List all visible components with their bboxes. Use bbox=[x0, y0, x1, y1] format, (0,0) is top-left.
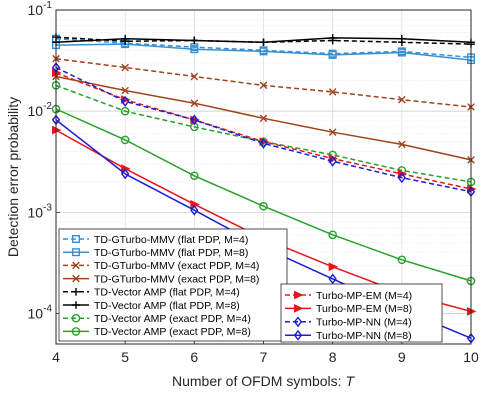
legend-left-label-1: TD-GTurbo-MMV (flat PDP, M=8) bbox=[94, 247, 248, 259]
legend-right-marker-1 bbox=[294, 304, 304, 313]
series-2-point-2 bbox=[190, 72, 199, 81]
series-3-point-2 bbox=[190, 99, 199, 107]
series-7-line bbox=[55, 108, 472, 282]
legend-left-marker-6 bbox=[71, 313, 81, 323]
series-7 bbox=[51, 104, 476, 286]
legend-left-item-0: TD-GTurbo-MMV (flat PDP, M=4) bbox=[63, 234, 248, 246]
series-11-point-2 bbox=[190, 204, 199, 216]
legend-left-label-0: TD-GTurbo-MMV (flat PDP, M=4) bbox=[94, 234, 248, 246]
legend-left-marker-0 bbox=[71, 234, 80, 243]
legend-left-item-1: TD-GTurbo-MMV (flat PDP, M=8) bbox=[63, 247, 248, 259]
legend-left-item-5: TD-Vector AMP (flat PDP, M=8) bbox=[63, 300, 240, 312]
legend-right-box bbox=[280, 283, 443, 343]
series-10-point-4 bbox=[328, 155, 337, 167]
legend-right-item-2: Turbo-MP-NN (M=4) bbox=[285, 316, 412, 329]
series-3 bbox=[52, 72, 475, 164]
x-tick-label-1: 5 bbox=[121, 349, 129, 365]
x-tick-label-3: 7 bbox=[260, 349, 268, 365]
y-tick-label-1: 10-3 bbox=[28, 202, 53, 220]
x-tick-label-4: 8 bbox=[329, 349, 337, 365]
legend-left-marker-7 bbox=[71, 327, 81, 336]
legend-right-item-0: Turbo-MP-EM (M=4) bbox=[285, 290, 412, 302]
series-1-point-5 bbox=[397, 48, 406, 57]
legend-left-label-4: TD-Vector AMP (flat PDP, M=4) bbox=[94, 287, 240, 299]
x-tick-labels: 4 5 6 7 8 9 10 bbox=[52, 340, 479, 365]
x-tick-label-6: 10 bbox=[463, 349, 479, 365]
legend-left-label-5: TD-Vector AMP (flat PDP, M=8) bbox=[94, 300, 240, 312]
legend-left-box bbox=[58, 228, 288, 342]
legend-left-marker-5 bbox=[72, 301, 80, 309]
legend-right-item-3: Turbo-MP-NN (M=8) bbox=[285, 329, 412, 342]
legend-left-label-6: TD-Vector AMP (exact PDP, M=4) bbox=[94, 313, 251, 325]
x-tick-label-5: 9 bbox=[398, 349, 406, 365]
series-5 bbox=[52, 34, 475, 47]
legend-left-marker-1 bbox=[71, 248, 80, 257]
legend-right-label-3: Turbo-MP-NN (M=8) bbox=[316, 330, 412, 342]
series-3-point-5 bbox=[398, 140, 406, 149]
series-10-point-2 bbox=[190, 114, 199, 126]
series-7-point-2 bbox=[190, 171, 199, 181]
legend-right-label-2: Turbo-MP-NN (M=4) bbox=[316, 317, 412, 329]
x-tick-label-2: 6 bbox=[190, 349, 198, 365]
legend-left-label-2: TD-GTurbo-MMV (exact PDP, M=4) bbox=[94, 260, 259, 272]
series-7-point-1 bbox=[120, 135, 130, 145]
legend-left-item-7: TD-Vector AMP (exact PDP, M=8) bbox=[63, 326, 251, 338]
legend-right-label-0: Turbo-MP-EM (M=4) bbox=[316, 290, 412, 302]
series-10-point-1 bbox=[120, 95, 130, 107]
series-9-point-4 bbox=[328, 262, 339, 272]
x-tick-label-0: 4 bbox=[52, 349, 60, 365]
series-11-point-4 bbox=[328, 273, 337, 285]
series-0-line bbox=[55, 37, 472, 59]
series-6-point-1 bbox=[120, 106, 130, 116]
legend-left: TD-GTurbo-MMV (flat PDP, M=4)TD-GTurbo-M… bbox=[58, 228, 288, 342]
series-7-point-3 bbox=[259, 201, 268, 211]
series-6-line bbox=[55, 84, 472, 183]
series-10-line bbox=[55, 66, 472, 193]
legend-left-label-7: TD-Vector AMP (exact PDP, M=8) bbox=[94, 326, 251, 338]
series-1-point-2 bbox=[190, 45, 199, 54]
series-2-point-3 bbox=[259, 81, 268, 90]
legend-right-marker-2 bbox=[293, 316, 303, 328]
legend-left-marker-4 bbox=[72, 288, 80, 296]
legend-left-item-4: TD-Vector AMP (flat PDP, M=4) bbox=[63, 287, 240, 299]
series-2-point-4 bbox=[328, 88, 337, 96]
y-tick-label-3: 10-1 bbox=[28, 0, 53, 18]
legend-left-label-3: TD-GTurbo-MMV (exact PDP, M=8) bbox=[94, 273, 259, 285]
series-2-point-1 bbox=[121, 63, 129, 72]
series-5-point-4 bbox=[328, 34, 337, 42]
series-3-point-1 bbox=[121, 86, 129, 95]
legend-left-item-6: TD-Vector AMP (exact PDP, M=4) bbox=[63, 313, 251, 325]
series-5-point-2 bbox=[190, 36, 199, 45]
y-tick-label-2: 10-2 bbox=[28, 101, 53, 119]
series-3-point-4 bbox=[328, 128, 337, 136]
legend-right-marker-3 bbox=[293, 329, 303, 341]
legend-left-item-3: TD-GTurbo-MMV (exact PDP, M=8) bbox=[63, 273, 259, 285]
legend-left-marker-3 bbox=[72, 274, 80, 283]
legend-right: Turbo-MP-EM (M=4)Turbo-MP-EM (M=8) Turbo-… bbox=[280, 283, 443, 343]
series-5-point-1 bbox=[121, 34, 129, 43]
series-10-point-3 bbox=[259, 137, 268, 149]
series-11-point-1 bbox=[120, 168, 130, 180]
y-tick-label-0: 10-4 bbox=[28, 304, 53, 322]
x-axis-label: Number of OFDM symbols: T bbox=[172, 373, 355, 389]
series-5-point-5 bbox=[398, 34, 406, 43]
series-1-point-4 bbox=[328, 50, 337, 59]
series-7-point-4 bbox=[328, 230, 337, 240]
legend-right-label-1: Turbo-MP-EM (M=8) bbox=[316, 303, 412, 315]
series-10-point-5 bbox=[397, 172, 407, 184]
legend-right-marker-0 bbox=[294, 290, 304, 300]
y-axis-label: Detection error probability bbox=[5, 97, 21, 257]
series-2-point-5 bbox=[398, 95, 406, 104]
legend-left-marker-2 bbox=[72, 261, 80, 270]
series-5-point-3 bbox=[259, 38, 268, 47]
series-1-point-3 bbox=[259, 47, 268, 56]
legend-left-item-2: TD-GTurbo-MMV (exact PDP, M=4) bbox=[63, 260, 259, 272]
series-3-point-3 bbox=[259, 114, 268, 123]
legend-right-item-1: Turbo-MP-EM (M=8) bbox=[285, 303, 412, 315]
series-7-point-5 bbox=[397, 255, 407, 265]
